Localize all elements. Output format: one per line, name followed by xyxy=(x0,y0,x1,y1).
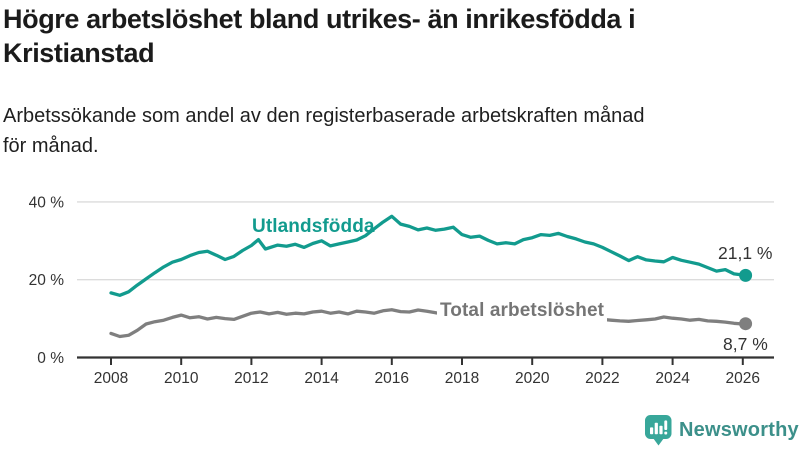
x-tick-label: 2020 xyxy=(515,370,550,387)
newsworthy-logo-icon xyxy=(645,415,672,446)
line-chart-canvas: 2008 2010 2012 2014 2016 2018 2020 2022 2024 2026… xyxy=(29,194,774,387)
x-tick-label: 2026 xyxy=(726,370,760,387)
newsworthy-logo-text: Newsworthy xyxy=(679,419,799,441)
x-tick-label: 2022 xyxy=(585,370,619,387)
x-tick-label: 2016 xyxy=(375,370,409,387)
series-line-total xyxy=(109,308,748,339)
series-label-utlandsfodda: Utlandsfödda xyxy=(252,216,375,237)
series-label-total-arbetsloshet: Total arbetslöshet xyxy=(437,300,608,322)
newsworthy-logo: Newsworthy xyxy=(645,415,799,446)
y-tick-label: 0 % xyxy=(37,350,64,367)
end-value-total-arbetsloshet: 8,7 % xyxy=(723,334,768,354)
x-tick-label: 2008 xyxy=(94,370,128,387)
x-tick-label: 2010 xyxy=(164,370,199,387)
x-tick-label: 2014 xyxy=(304,370,339,387)
series-line-utlandsfodda xyxy=(109,214,748,297)
end-value-utlandsfodda: 21,1 % xyxy=(718,243,773,263)
chart-subtitle: Arbetssökande som andel av den registerb… xyxy=(3,105,645,157)
chart-title: Högre arbetslöshet bland utrikes- än inr… xyxy=(3,4,636,68)
y-tick-label: 40 % xyxy=(29,194,65,211)
x-tick-label: 2024 xyxy=(655,370,690,387)
x-tick-label: 2012 xyxy=(234,370,268,387)
endpoint-dot-utlandsfodda xyxy=(739,268,753,282)
x-tick-label: 2018 xyxy=(445,370,479,387)
endpoint-dot-total xyxy=(739,317,753,331)
y-tick-label: 20 % xyxy=(29,272,65,289)
